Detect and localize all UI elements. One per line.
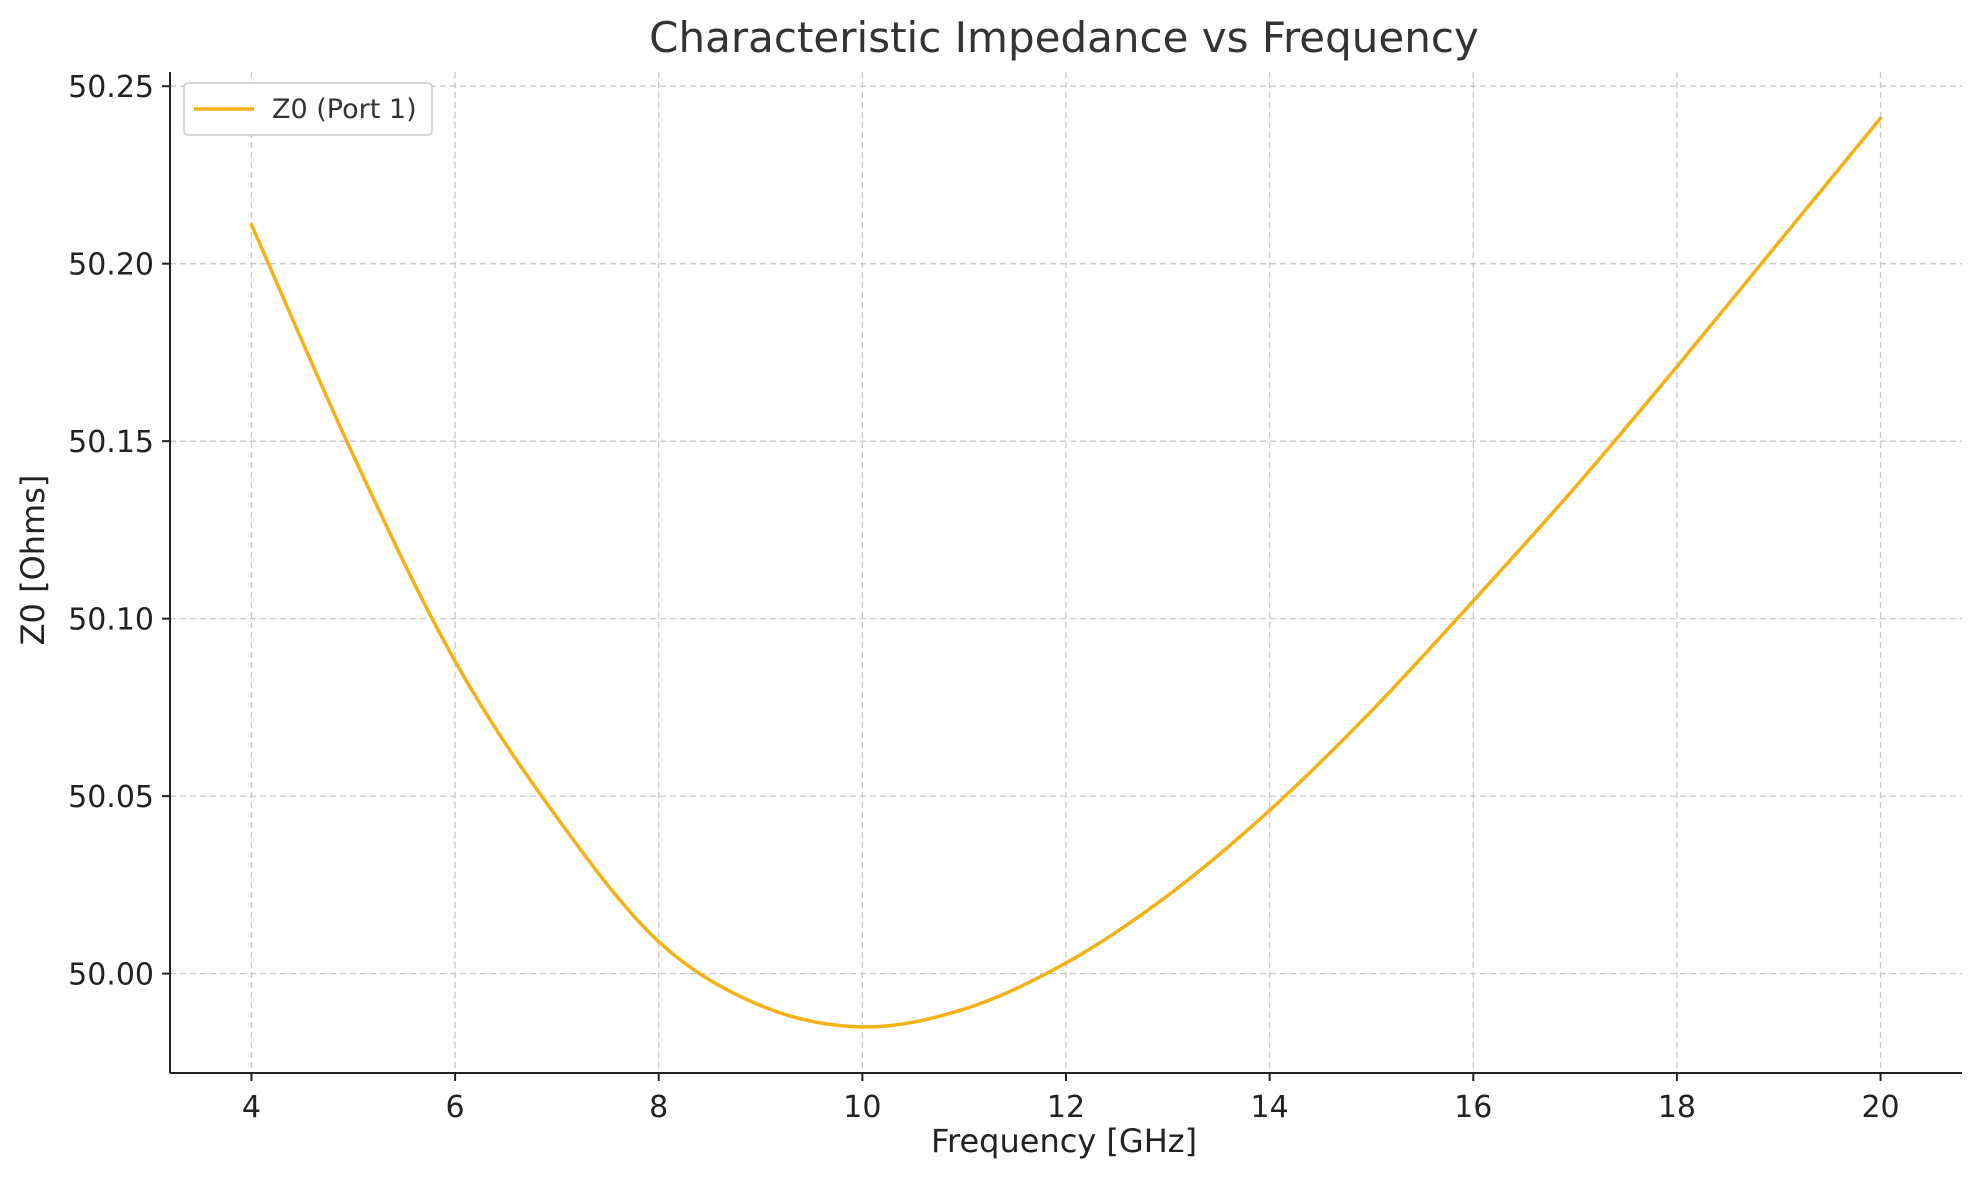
y-tick-label: 50.00 — [68, 958, 154, 993]
y-tick-label: 50.25 — [68, 70, 154, 105]
y-axis-label: Z0 [Ohms] — [14, 475, 52, 646]
chart-title: Characteristic Impedance vs Frequency — [649, 13, 1479, 62]
legend-label: Z0 (Port 1) — [272, 94, 417, 125]
x-tick-label: 4 — [242, 1090, 261, 1125]
x-tick-label: 16 — [1454, 1090, 1492, 1125]
x-tick-label: 8 — [649, 1090, 668, 1125]
x-tick-label: 18 — [1658, 1090, 1696, 1125]
x-tick-label: 14 — [1251, 1090, 1289, 1125]
series-layer — [249, 116, 1883, 1029]
x-tick-label: 6 — [446, 1090, 465, 1125]
x-tick-label: 12 — [1047, 1090, 1085, 1125]
series-line — [249, 116, 1883, 1029]
legend: Z0 (Port 1) — [183, 82, 433, 136]
grid — [170, 72, 1962, 1073]
x-tick-label: 20 — [1861, 1090, 1899, 1125]
x-tick-label: 10 — [843, 1090, 881, 1125]
y-tick-label: 50.20 — [68, 248, 154, 283]
y-tick-label: 50.15 — [68, 425, 154, 460]
legend-box — [183, 82, 433, 136]
ticks: 4 6 8 10 12 14 16 18 20 50.00 50.05 50.10 50.15 50.20… — [68, 70, 1900, 1125]
y-tick-label: 50.05 — [68, 780, 154, 815]
y-tick-label: 50.10 — [68, 603, 154, 638]
x-axis-label: Frequency [GHz] — [931, 1122, 1197, 1160]
